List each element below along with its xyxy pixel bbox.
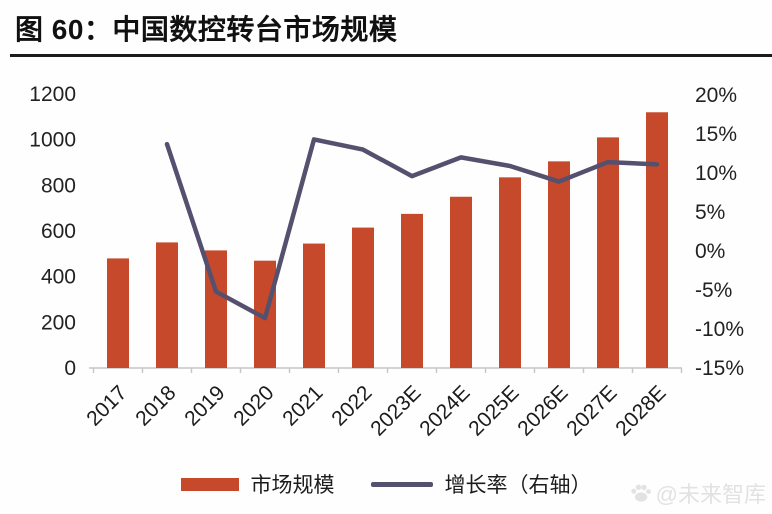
right-axis-tick-label: -5%	[695, 279, 732, 302]
left-axis-tick-label: 600	[41, 220, 76, 243]
bar-2024E	[450, 196, 472, 368]
figure-title: 图 60：中国数控转台市场规模	[15, 14, 398, 45]
chart-legend: 市场规模 增长率（右轴）	[0, 469, 772, 499]
bar-2023E	[401, 213, 423, 368]
x-axis-label-2019: 2019	[180, 381, 229, 430]
growth-rate-line	[164, 137, 660, 321]
bar-2017	[107, 258, 129, 368]
left-axis-tick-label: 1200	[29, 83, 76, 106]
legend-item-growth-rate: 增长率（右轴）	[370, 469, 592, 499]
x-axis-label-2028E: 2028E	[611, 381, 670, 440]
combo-chart: 0 200 400 600 800 1000 1200 20% 15% 10% 5% 0% -5% -10…	[29, 83, 744, 440]
right-axis-tick-label: 10%	[695, 162, 737, 185]
title-underline	[10, 54, 772, 57]
x-axis-label-2026E: 2026E	[513, 381, 572, 440]
bar-2022	[352, 227, 374, 368]
legend-item-market-size: 市场规模	[180, 469, 335, 499]
bar-2026E	[548, 161, 570, 368]
right-axis-tick-label: -10%	[695, 318, 744, 341]
legend-line-swatch	[370, 481, 433, 487]
right-axis-tick-label: 5%	[695, 201, 725, 224]
x-axis-label-2018: 2018	[131, 381, 180, 430]
legend-bar-label: 市场规模	[250, 474, 335, 497]
left-axis-tick-label: 800	[41, 174, 76, 197]
x-axis-label-2020: 2020	[229, 381, 278, 430]
x-axis-label-2021: 2021	[278, 381, 327, 430]
legend-bar-swatch	[180, 477, 239, 491]
right-axis-tick-label: -15%	[695, 357, 744, 380]
bar-2018	[156, 242, 178, 368]
right-axis-tick-label: 0%	[695, 240, 725, 263]
right-axis-tick-label: 20%	[695, 84, 737, 107]
left-axis-tick-label: 1000	[29, 129, 76, 152]
x-axis-label-2025E: 2025E	[464, 381, 523, 440]
legend-line-label: 增长率（右轴）	[444, 474, 592, 497]
bar-2027E	[597, 137, 619, 368]
left-axis-tick-label: 0	[64, 357, 76, 380]
left-axis-tick-label: 400	[41, 266, 76, 289]
watermark: @未来智库	[629, 477, 766, 509]
watermark-text: @未来智库	[655, 482, 766, 507]
x-axis-label-2023E: 2023E	[366, 381, 425, 440]
x-axis-label-2027E: 2027E	[562, 381, 621, 440]
bar-2025E	[499, 177, 521, 368]
left-axis-tick-label: 200	[41, 311, 76, 334]
bar-2021	[303, 243, 325, 368]
x-axis-label-2017: 2017	[82, 381, 131, 430]
right-axis-tick-label: 15%	[695, 123, 737, 146]
bar-2028E	[646, 112, 668, 368]
x-axis-label-2024E: 2024E	[415, 381, 474, 440]
paw-icon	[630, 484, 651, 502]
